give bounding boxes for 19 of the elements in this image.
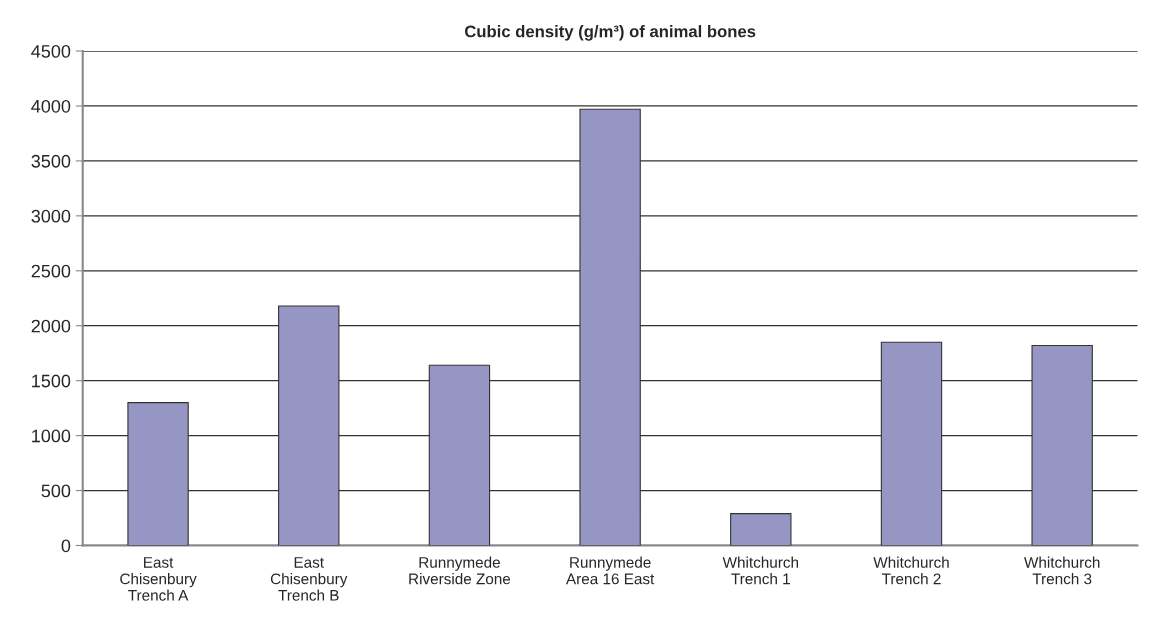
y-tick-label: 2000	[31, 319, 71, 333]
x-tick-label: Runnymede Area 16 East	[565, 556, 655, 585]
y-tick-label: 500	[41, 484, 71, 498]
x-tick-label: East Chisenbury Trench A	[120, 557, 197, 601]
chart-title: Cubic density (g/m³) of animal bones	[464, 25, 756, 41]
y-tick-label: 4500	[31, 44, 71, 58]
x-tick-label: Whitchurch Trench 3	[1024, 556, 1100, 585]
y-tick-label: 0	[61, 539, 71, 553]
y-tick-label: 3500	[31, 154, 71, 168]
y-tick-label: 4000	[31, 99, 71, 113]
x-tick-label: Runnymede Riverside Zone	[409, 556, 511, 585]
bar	[730, 513, 792, 546]
x-tick-label: East Chisenbury Trench B	[270, 557, 348, 601]
y-tick-label: 1500	[32, 374, 71, 388]
x-tick-label: Whitchurch Trench 2	[873, 556, 949, 585]
y-tick-label: 2500	[31, 264, 71, 278]
y-tick-label: 3000	[31, 209, 71, 223]
x-tick-label: Whitchurch Trench 1	[722, 556, 799, 585]
y-tick-label: 1000	[32, 429, 71, 443]
